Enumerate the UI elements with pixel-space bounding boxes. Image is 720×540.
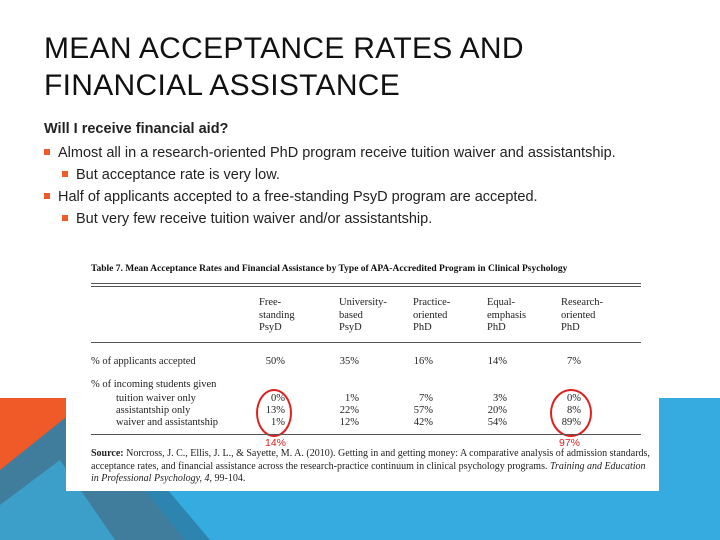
light-corner-shape <box>0 460 115 540</box>
table-cell: 16% <box>413 356 433 367</box>
header-line: emphasis <box>487 309 527 321</box>
header-line: Free- <box>259 297 282 308</box>
bullet-1-text: Almost all in a research-oriented PhD pr… <box>58 145 616 161</box>
slide-body: Will I receive financial aid? Almost all… <box>44 121 684 231</box>
header-line: Equal- <box>487 297 515 308</box>
source-pages: 99-104. <box>212 473 246 484</box>
sub-bullet-1: But acceptance rate is very low. <box>44 165 684 185</box>
row-label-applicants-accepted: % of applicants accepted <box>91 356 196 367</box>
annotation-phd-total: 97% <box>559 437 581 449</box>
bullet-square-icon <box>44 149 50 155</box>
table-rule-top-2 <box>91 286 641 287</box>
table-rule-header <box>91 342 641 343</box>
column-header-research-oriented-phd: Research- oriented PhD <box>561 297 603 335</box>
table-cell: 22% <box>339 405 359 416</box>
column-header-university-based-psyd: University- based PsyD <box>339 297 387 335</box>
header-line: PhD <box>561 322 580 333</box>
source-journal: Training and Education in Professional P… <box>91 460 646 485</box>
sub-bullet-1-text: But acceptance rate is very low. <box>76 167 280 183</box>
header-line: PhD <box>413 322 432 333</box>
column-header-free-standing-psyd: Free- standing PsyD <box>259 297 295 335</box>
row-label-assistantship-only: assistantship only <box>116 405 191 416</box>
sub-bullet-2-text: But very few receive tuition waiver and/… <box>76 211 433 227</box>
header-line: PsyD <box>339 322 362 333</box>
bullet-square-icon <box>44 193 50 199</box>
header-line: Research- <box>561 297 603 308</box>
header-line: based <box>339 309 363 321</box>
header-line: oriented <box>413 309 448 321</box>
table-cell: 12% <box>339 417 359 428</box>
slide-heading: Will I receive financial aid? <box>44 121 229 137</box>
table-cell: 50% <box>265 356 285 367</box>
table-cell: 7% <box>567 356 581 367</box>
table-cell: 42% <box>413 417 433 428</box>
row-group-label: % of incoming students given <box>91 379 217 390</box>
header-line: PhD <box>487 322 506 333</box>
table-cell: 57% <box>413 405 433 416</box>
red-circle-annotation-phd <box>550 389 592 437</box>
table-cell: 35% <box>339 356 359 367</box>
row-label-waiver-and-assistantship: waiver and assistantship <box>116 417 219 428</box>
table-cell: 1% <box>345 393 359 404</box>
row-label-tuition-waiver-only: tuition waiver only <box>116 393 196 404</box>
red-circle-annotation-psyd <box>256 389 292 437</box>
table-cell: 3% <box>493 393 507 404</box>
table-source-citation: Source: Norcross, J. C., Ellis, J. L., &… <box>91 448 651 486</box>
header-line: University- <box>339 297 387 308</box>
bullet-square-icon <box>62 215 68 221</box>
header-line: standing <box>259 309 295 321</box>
table-rule-bottom <box>91 434 641 435</box>
table-title: Table 7. Mean Acceptance Rates and Finan… <box>91 264 568 274</box>
column-header-practice-oriented-phd: Practice- oriented PhD <box>413 297 450 335</box>
bullet-square-icon <box>62 171 68 177</box>
header-line: PsyD <box>259 322 282 333</box>
bullet-1: Almost all in a research-oriented PhD pr… <box>44 143 684 163</box>
column-header-equal-emphasis-phd: Equal- emphasis PhD <box>487 297 526 335</box>
table-cell: 14% <box>487 356 507 367</box>
slide-title: MEAN ACCEPTANCE RATES AND FINANCIAL ASSI… <box>44 32 524 102</box>
table-cell: 20% <box>487 405 507 416</box>
table-cell: 54% <box>487 417 507 428</box>
bullet-2-text: Half of applicants accepted to a free-st… <box>58 189 538 205</box>
bullet-2: Half of applicants accepted to a free-st… <box>44 187 684 207</box>
source-text: Norcross, J. C., Ellis, J. L., & Sayette… <box>91 448 650 472</box>
header-line: Practice- <box>413 297 451 308</box>
source-label: Source: <box>91 448 124 459</box>
sub-bullet-2: But very few receive tuition waiver and/… <box>44 209 684 229</box>
table-rule-top <box>91 283 641 284</box>
header-line: oriented <box>561 309 596 321</box>
annotation-psyd-total: 14% <box>265 437 287 449</box>
table-image: Table 7. Mean Acceptance Rates and Finan… <box>66 252 659 491</box>
table-cell: 7% <box>419 393 433 404</box>
